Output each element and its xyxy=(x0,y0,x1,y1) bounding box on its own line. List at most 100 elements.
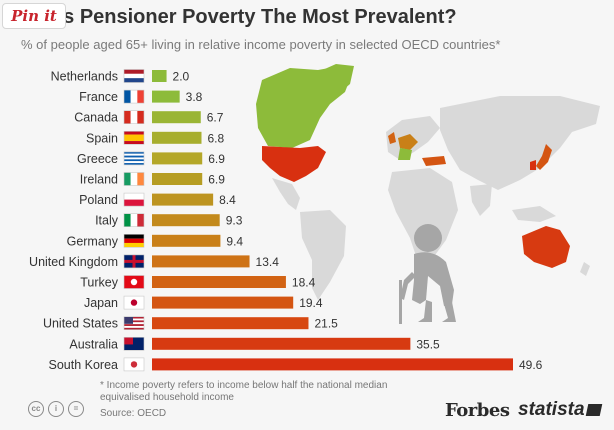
pin-it-button[interactable]: Pin it xyxy=(2,3,66,29)
chart-row: Spain 6.8 xyxy=(86,131,224,145)
chart-row: Australia 35.5 xyxy=(69,336,440,351)
flag-icon xyxy=(123,316,145,331)
flag-icon xyxy=(123,254,145,269)
flag-icon xyxy=(123,234,145,248)
forbes-logo: Forbes xyxy=(445,400,510,421)
bar xyxy=(152,337,411,350)
chart-row: Poland 8.4 xyxy=(79,192,236,207)
map-new-zealand xyxy=(580,262,590,276)
data-label: 9.4 xyxy=(226,234,243,248)
flag-icon xyxy=(123,336,145,351)
data-label: 6.9 xyxy=(208,173,225,187)
chart-row: United Kingdom 13.4 xyxy=(29,254,280,269)
data-label: 6.8 xyxy=(207,131,224,145)
tick-label: South Korea xyxy=(49,358,119,372)
tick-label: United Kingdom xyxy=(29,255,118,269)
bar xyxy=(152,131,202,144)
tick-label: Italy xyxy=(95,214,119,228)
bar xyxy=(152,255,250,268)
data-label: 13.4 xyxy=(256,255,280,269)
bar xyxy=(152,276,286,288)
flag-icon xyxy=(123,110,145,124)
map-europe-poverty-mid xyxy=(398,134,418,150)
flag-icon xyxy=(123,357,145,372)
tick-label: France xyxy=(79,90,118,104)
chart-row: Turkey 18.4 xyxy=(80,275,316,290)
chart-row: Germany 9.4 xyxy=(67,234,243,248)
tick-label: Spain xyxy=(86,131,118,145)
data-label: 18.4 xyxy=(292,276,316,290)
bar xyxy=(152,111,201,124)
bar xyxy=(152,90,180,103)
flag-icon xyxy=(123,172,145,186)
chart-subtitle: % of people aged 65+ living in relative … xyxy=(21,37,501,52)
map-australia xyxy=(522,226,570,268)
data-label: 35.5 xyxy=(416,337,440,351)
map-south-america xyxy=(300,210,346,300)
tick-label: Greece xyxy=(77,152,118,166)
chart-row: Canada 6.7 xyxy=(74,110,224,125)
chart-row: United States 21.5 xyxy=(43,316,338,331)
chart-row: Netherlands 2.0 xyxy=(51,69,190,84)
tick-label: United States xyxy=(43,317,118,331)
chart-row: Japan 19.4 xyxy=(84,295,323,310)
map-asia xyxy=(440,96,600,190)
flag-icon xyxy=(123,131,145,145)
map-uk xyxy=(388,132,396,144)
bar xyxy=(152,234,221,247)
tick-label: Canada xyxy=(74,111,118,125)
data-label: 6.9 xyxy=(208,152,225,166)
data-label: 8.4 xyxy=(219,193,236,207)
chart-row: Italy 9.3 xyxy=(95,213,243,228)
map-europe-poverty-low xyxy=(398,148,412,160)
map-japan xyxy=(536,144,552,170)
chart-rows: Netherlands 2.0 France 3.8 Canada 6.7 Spain 6.8… xyxy=(29,69,543,372)
flag-icon xyxy=(123,295,145,310)
map-turkey xyxy=(422,156,446,166)
tick-label: Ireland xyxy=(80,173,118,187)
bar xyxy=(152,214,220,227)
data-label: 9.3 xyxy=(226,214,243,228)
flag-icon xyxy=(123,69,145,83)
tick-label: Turkey xyxy=(80,276,118,290)
map-greenland xyxy=(318,64,354,96)
equals-icon: = xyxy=(68,401,84,417)
bar xyxy=(152,317,309,330)
footnote: * Income poverty refers to income below … xyxy=(100,380,388,403)
tick-label: Netherlands xyxy=(51,70,118,84)
flag-icon xyxy=(123,89,145,104)
chart-row: Ireland 6.9 xyxy=(80,172,225,187)
chart-title: ere Is Pensioner Poverty The Most Preval… xyxy=(22,6,457,28)
flag-icon xyxy=(123,151,145,166)
chart-row: Greece 6.9 xyxy=(77,151,225,166)
flag-icon xyxy=(123,275,145,289)
statista-mark-icon xyxy=(585,404,603,416)
tick-label: Australia xyxy=(69,337,118,351)
elderly-person-icon xyxy=(399,224,456,324)
pin-it-label: Pin it xyxy=(11,7,57,25)
chart-row: France 3.8 xyxy=(79,89,203,104)
bar xyxy=(152,358,513,371)
flag-icon xyxy=(123,192,145,207)
map-india xyxy=(470,184,492,216)
creative-commons-icon: cc xyxy=(28,401,44,417)
data-label: 6.7 xyxy=(207,111,224,125)
map-mexico xyxy=(272,178,300,210)
data-label: 3.8 xyxy=(186,90,203,104)
tick-label: Japan xyxy=(84,296,118,310)
bar xyxy=(152,173,203,185)
data-label: 21.5 xyxy=(314,317,338,331)
map-southeast-asia xyxy=(512,206,556,222)
world-map xyxy=(256,64,600,300)
attribution-icon: i xyxy=(48,401,64,417)
chart-row: South Korea 49.6 xyxy=(49,357,543,372)
data-label: 2.0 xyxy=(173,70,190,84)
bar xyxy=(152,70,167,82)
map-south-korea xyxy=(530,160,536,170)
statista-logo: statista xyxy=(518,399,585,420)
flag-icon xyxy=(123,213,145,227)
tick-label: Poland xyxy=(79,193,118,207)
source-label: Source: OECD xyxy=(100,408,167,419)
